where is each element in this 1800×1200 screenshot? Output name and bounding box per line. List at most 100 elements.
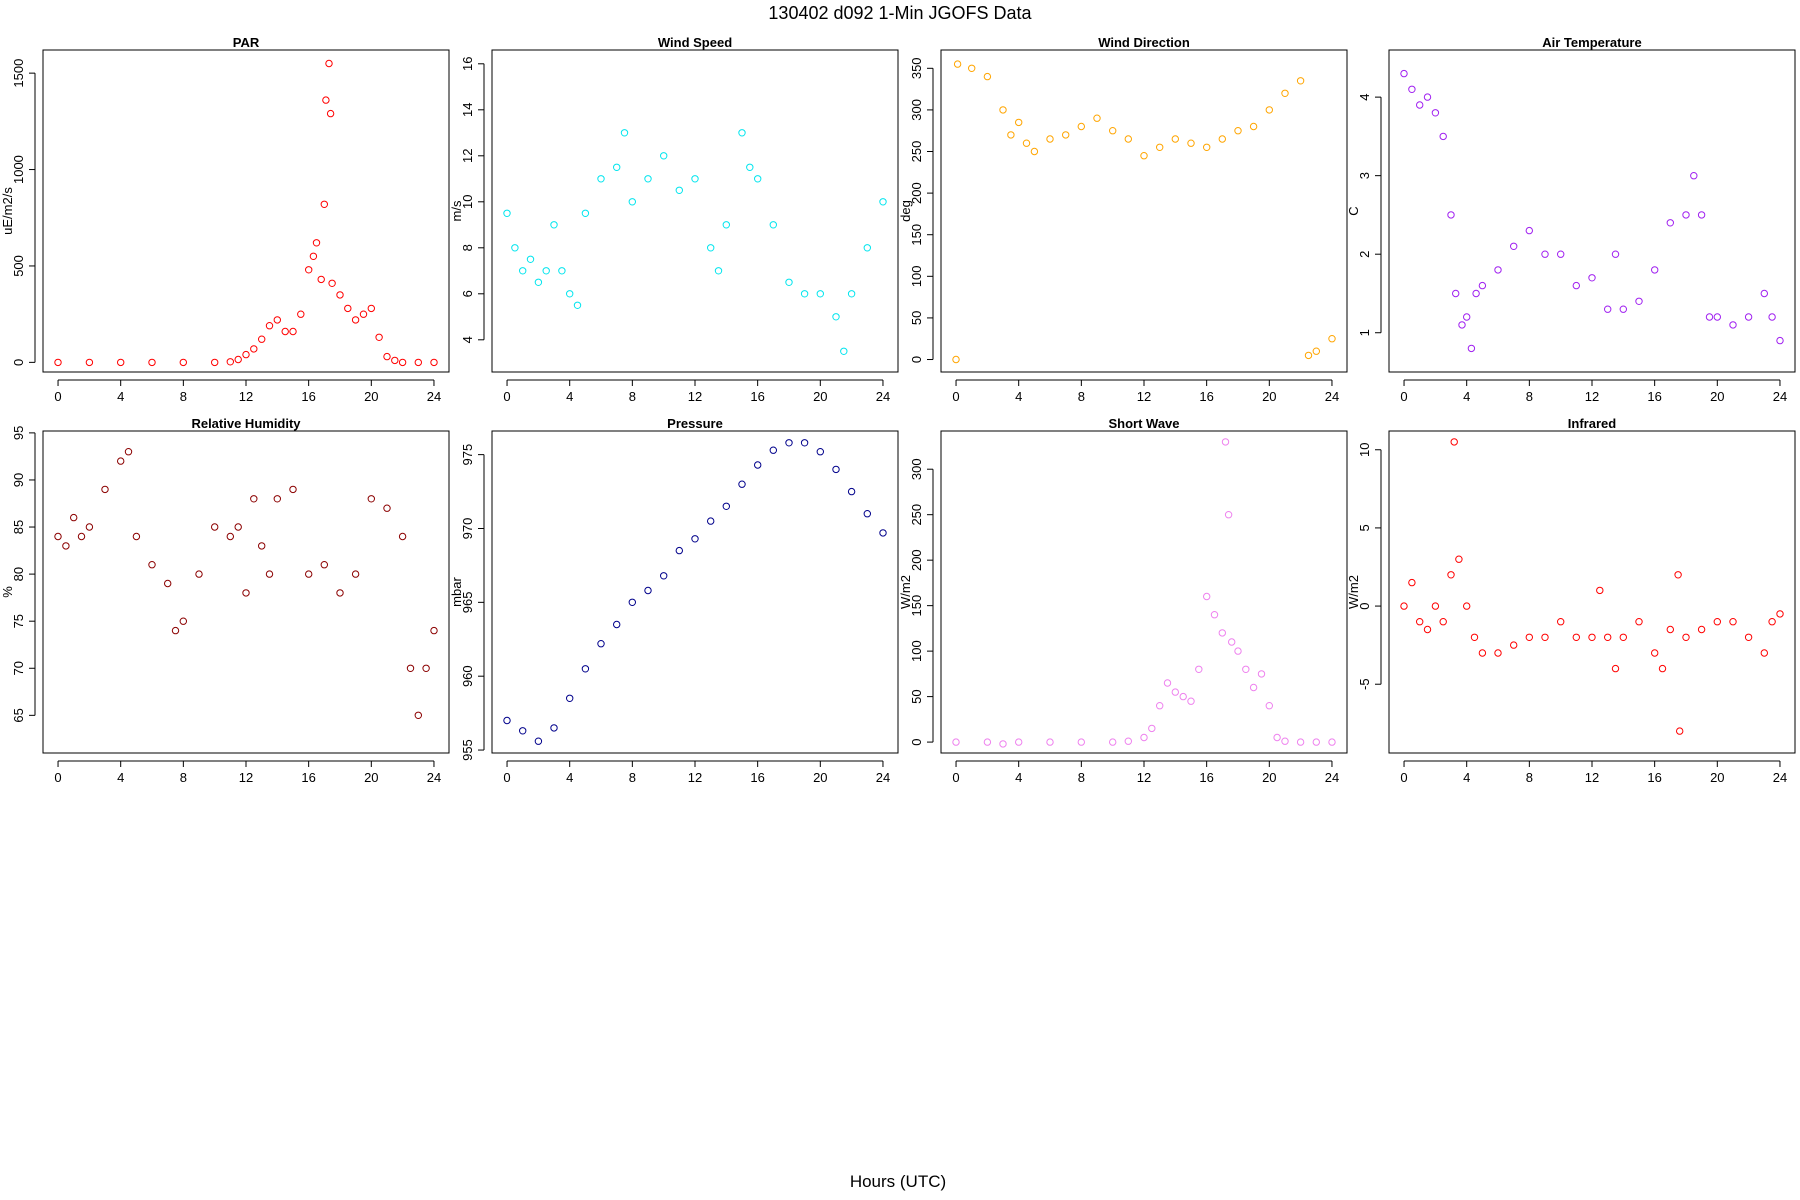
plot-frame (940, 49, 1348, 373)
y-tick-label: 85 (11, 520, 26, 534)
y-axis: 0 50 100 150 200 250 300 (909, 458, 934, 746)
data-point (1525, 633, 1534, 641)
data-point (1015, 738, 1023, 746)
data-point (1768, 618, 1776, 626)
plot-frame (491, 430, 899, 754)
x-tick-label: 12 (1137, 770, 1151, 785)
x-tick-label: 24 (1773, 389, 1787, 404)
data-point (179, 617, 188, 625)
data-point (234, 355, 242, 364)
data-point (383, 504, 391, 512)
data-point (581, 209, 590, 218)
data-point (1234, 647, 1242, 655)
data-point (714, 267, 723, 275)
y-tick-label: 200 (909, 549, 924, 571)
data-point (769, 221, 777, 229)
panel-title: Relative Humidity (191, 416, 301, 431)
data-point (1541, 633, 1549, 641)
plot-frame (42, 49, 450, 373)
x-tick-label: 24 (427, 389, 441, 404)
data-point (1171, 688, 1180, 696)
data-point (430, 358, 438, 367)
data-point (1273, 733, 1281, 742)
panel-infrared: Infrared 0 4 8 12 16 20 24 -5 0 5 10 W/m2 (1346, 416, 1796, 785)
x-tick-label: 24 (1773, 770, 1787, 785)
data-point (1697, 211, 1706, 219)
data-point (1400, 69, 1408, 78)
data-point (1776, 336, 1784, 345)
data-point (1463, 602, 1471, 610)
x-tick-label: 16 (301, 770, 315, 785)
x-tick-label: 0 (952, 389, 959, 404)
data-point (398, 358, 407, 367)
data-point (1494, 649, 1502, 657)
x-axis: 0 4 8 12 16 20 24 (952, 760, 1339, 785)
x-tick-label: 20 (813, 770, 827, 785)
data-point (511, 244, 519, 252)
data-point (70, 513, 78, 522)
data-point (242, 589, 250, 597)
x-tick-label: 20 (1262, 770, 1276, 785)
x-tick-label: 8 (1526, 770, 1533, 785)
y-tick-label: 250 (909, 141, 924, 163)
data-point (85, 523, 94, 531)
data-point (754, 175, 762, 183)
x-tick-label: 8 (1078, 389, 1085, 404)
data-point (1312, 738, 1321, 746)
y-tick-label: 50 (909, 689, 924, 703)
x-axis: 0 4 8 12 16 20 24 (54, 760, 441, 785)
data-point (1729, 321, 1737, 329)
data-point (1447, 211, 1455, 219)
data-point (983, 738, 992, 746)
x-tick-label: 0 (952, 770, 959, 785)
data-series (503, 129, 887, 355)
y-axis-title: deg (898, 200, 913, 222)
y-tick-label: 960 (460, 665, 475, 687)
x-tick-label: 12 (1585, 389, 1599, 404)
data-point (660, 572, 668, 580)
data-point (1705, 313, 1714, 321)
data-point (1463, 313, 1471, 321)
x-tick-label: 12 (239, 770, 253, 785)
data-point (1666, 219, 1675, 227)
y-tick-label: 50 (909, 311, 924, 325)
data-point (124, 448, 133, 456)
data-point (1744, 313, 1753, 321)
data-point (344, 304, 352, 313)
y-axis-title: uE/m2/s (0, 187, 15, 235)
y-axis-title: W/m2 (1346, 575, 1361, 609)
data-point (1596, 586, 1604, 595)
data-series (503, 439, 887, 745)
panel-par: PAR 0 4 8 12 16 20 24 0 500 1000 1500 uE/m2/s (0, 35, 450, 404)
data-point (746, 163, 754, 172)
data-point (707, 517, 715, 525)
data-point (660, 152, 668, 160)
x-axis-title: Hours (UTC) (850, 1172, 946, 1191)
figure-title: 130402 d092 1-Min JGOFS Data (768, 3, 1032, 23)
data-point (542, 267, 550, 275)
data-point (534, 278, 543, 286)
x-tick-label: 8 (629, 770, 636, 785)
data-point (1257, 670, 1266, 678)
data-point (1423, 93, 1432, 101)
data-point (1015, 118, 1023, 127)
data-point (242, 350, 250, 359)
data-point (628, 598, 636, 606)
data-point (1218, 135, 1227, 143)
x-tick-label: 12 (1137, 389, 1151, 404)
panel-wind-direction: Wind Direction 0 4 8 12 16 20 24 0 50 100 150 200 250… (898, 35, 1348, 404)
data-point (550, 221, 558, 229)
data-series (1400, 69, 1784, 353)
data-point (1467, 344, 1476, 353)
y-tick-label: 80 (11, 567, 26, 581)
data-point (171, 626, 180, 635)
plot-frame (491, 49, 899, 373)
y-tick-label: 300 (909, 458, 924, 480)
x-axis: 0 4 8 12 16 20 24 (1400, 760, 1787, 785)
data-point (179, 358, 188, 367)
data-point (414, 358, 422, 367)
data-point (597, 175, 605, 183)
data-point (85, 358, 94, 367)
data-point (754, 461, 762, 469)
data-point (1676, 727, 1684, 735)
